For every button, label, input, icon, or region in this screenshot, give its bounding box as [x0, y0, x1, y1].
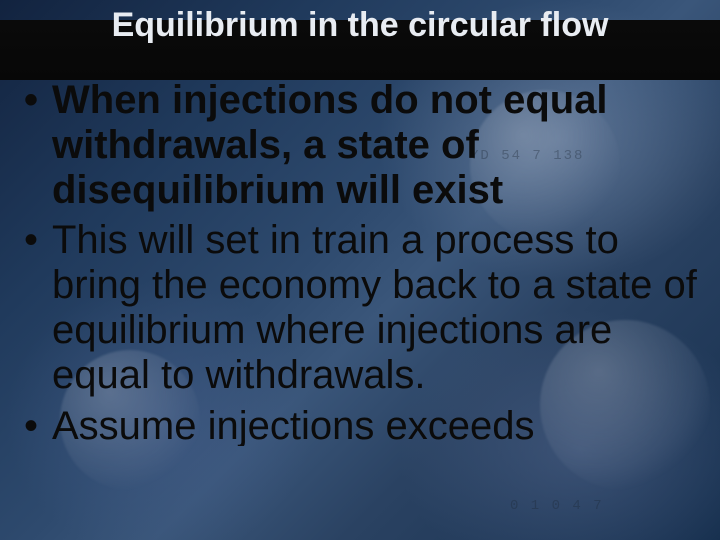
- bullet-list: When injections do not equal withdrawals…: [22, 78, 700, 446]
- bullet-text: Assume injections exceeds: [52, 404, 534, 446]
- bullet-item: Assume injections exceeds: [22, 404, 700, 446]
- bullet-item: This will set in train a process to brin…: [22, 218, 700, 397]
- slide: YD 54 7 138 0 1 0 4 7 Equilibrium in the…: [0, 0, 720, 540]
- slide-body: When injections do not equal withdrawals…: [22, 78, 700, 540]
- bullet-text: This will set in train a process to brin…: [52, 218, 697, 396]
- slide-title: Equilibrium in the circular flow: [0, 6, 720, 45]
- bullet-text: When injections do not equal withdrawals…: [52, 78, 608, 212]
- bullet-item: When injections do not equal withdrawals…: [22, 78, 700, 212]
